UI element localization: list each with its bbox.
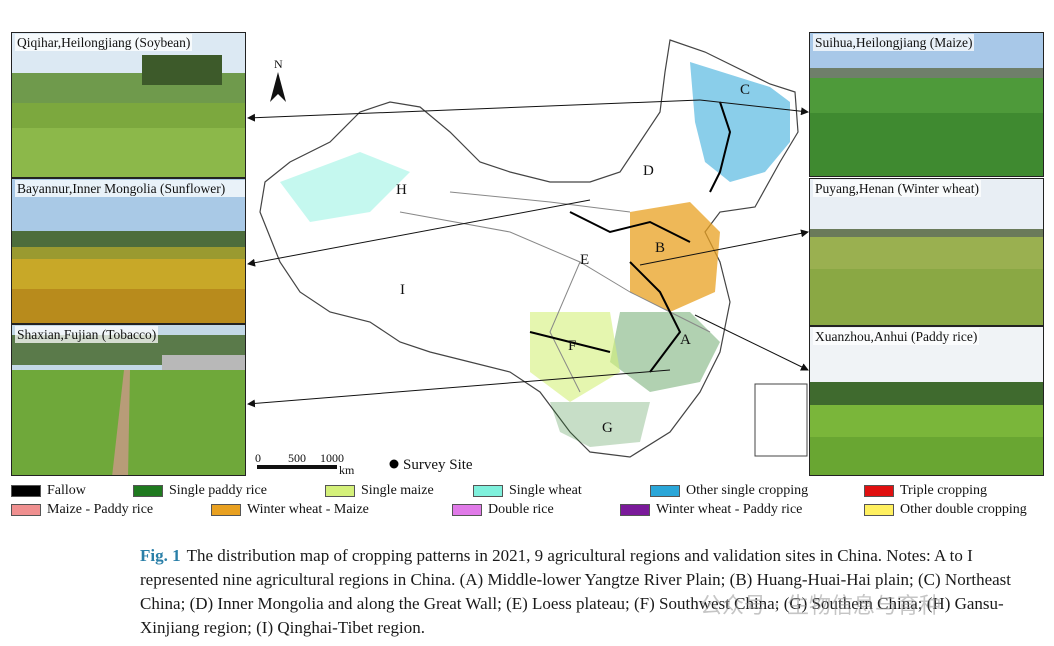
legend-swatch [650, 485, 680, 497]
photo-suihua-caption: Suihua,Heilongjiang (Maize) [813, 34, 975, 51]
scale-tick-0: 0 [255, 451, 261, 465]
legend-swatch [864, 504, 894, 516]
legend-swatch [864, 485, 894, 497]
photo-suihua: Suihua,Heilongjiang (Maize) [809, 32, 1044, 177]
region-label-b: B [655, 240, 665, 256]
photo-xuanzhou-image [810, 327, 1043, 475]
arrow-suihua [699, 99, 809, 116]
region-south-crops [550, 402, 650, 447]
legend-swatch [211, 504, 241, 516]
survey-site-routes [529, 101, 732, 373]
legend-swatch [11, 504, 41, 516]
survey-site-label: Survey Site [403, 457, 473, 473]
legend-swatch [620, 504, 650, 516]
arrow-qiqihar [247, 99, 701, 122]
north-arrow-icon [270, 72, 286, 102]
arrow-xuanzhou [694, 314, 809, 371]
region-label-a: A [680, 332, 691, 348]
china-crop-map: N C D B E H I F A G 0 500 1000 km Survey… [255, 39, 808, 477]
photo-suihua-image [810, 33, 1043, 176]
arrow-bayannur [247, 199, 591, 267]
photo-shaxian-caption: Shaxian,Fujian (Tobacco) [15, 326, 159, 343]
photo-bayannur-image [12, 179, 245, 323]
scale-unit: km [339, 463, 355, 477]
survey-site-dot-icon [389, 459, 399, 469]
region-label-h: H [396, 182, 407, 198]
figure-caption: Fig. 1 The distribution map of cropping p… [140, 544, 1045, 640]
region-label-c: C [740, 82, 750, 98]
photo-xuanzhou-caption: Xuanzhou,Anhui (Paddy rice) [813, 328, 980, 345]
photo-xuanzhou: Xuanzhou,Anhui (Paddy rice) [809, 326, 1044, 476]
photo-puyang: Puyang,Henan (Winter wheat) [809, 178, 1044, 326]
photo-puyang-caption: Puyang,Henan (Winter wheat) [813, 180, 982, 197]
watermark: 公众号 · 生物信息与育种 [700, 594, 941, 619]
legend-swatch [452, 504, 482, 516]
figure-caption-text: The distribution map of cropping pattern… [140, 546, 1012, 637]
photo-bayannur-caption: Bayannur,Inner Mongolia (Sunflower) [15, 180, 245, 197]
photo-bayannur: Bayannur,Inner Mongolia (Sunflower) [11, 178, 246, 324]
photo-qiqihar-image [12, 33, 245, 177]
photo-puyang-image [810, 179, 1043, 325]
arrow-puyang [639, 229, 809, 266]
photo-shaxian: Shaxian,Fujian (Tobacco) [11, 324, 246, 476]
region-northeast-crops [690, 62, 790, 182]
legend-swatch [133, 485, 163, 497]
region-label-e: E [580, 252, 589, 268]
region-xinjiang-crops [280, 152, 410, 222]
north-label: N [274, 57, 283, 71]
scale-tick-500: 500 [288, 451, 306, 465]
region-label-i: I [400, 282, 405, 298]
legend-swatch [11, 485, 41, 497]
legend-swatch [473, 485, 503, 497]
legend-swatch [325, 485, 355, 497]
south-china-sea-inset [754, 383, 808, 457]
scale-tick-1000: 1000 [320, 451, 344, 465]
region-boundaries [399, 191, 711, 393]
photo-qiqihar: Qiqihar,Heilongjiang (Soybean) [11, 32, 246, 178]
figure-number: Fig. 1 [140, 546, 181, 565]
region-label-f: F [568, 338, 576, 354]
photo-qiqihar-caption: Qiqihar,Heilongjiang (Soybean) [15, 34, 193, 51]
region-label-d: D [643, 163, 654, 179]
arrow-shaxian [247, 369, 671, 408]
region-label-g: G [602, 420, 613, 436]
scale-bar [257, 465, 337, 469]
photo-shaxian-image [12, 325, 245, 475]
